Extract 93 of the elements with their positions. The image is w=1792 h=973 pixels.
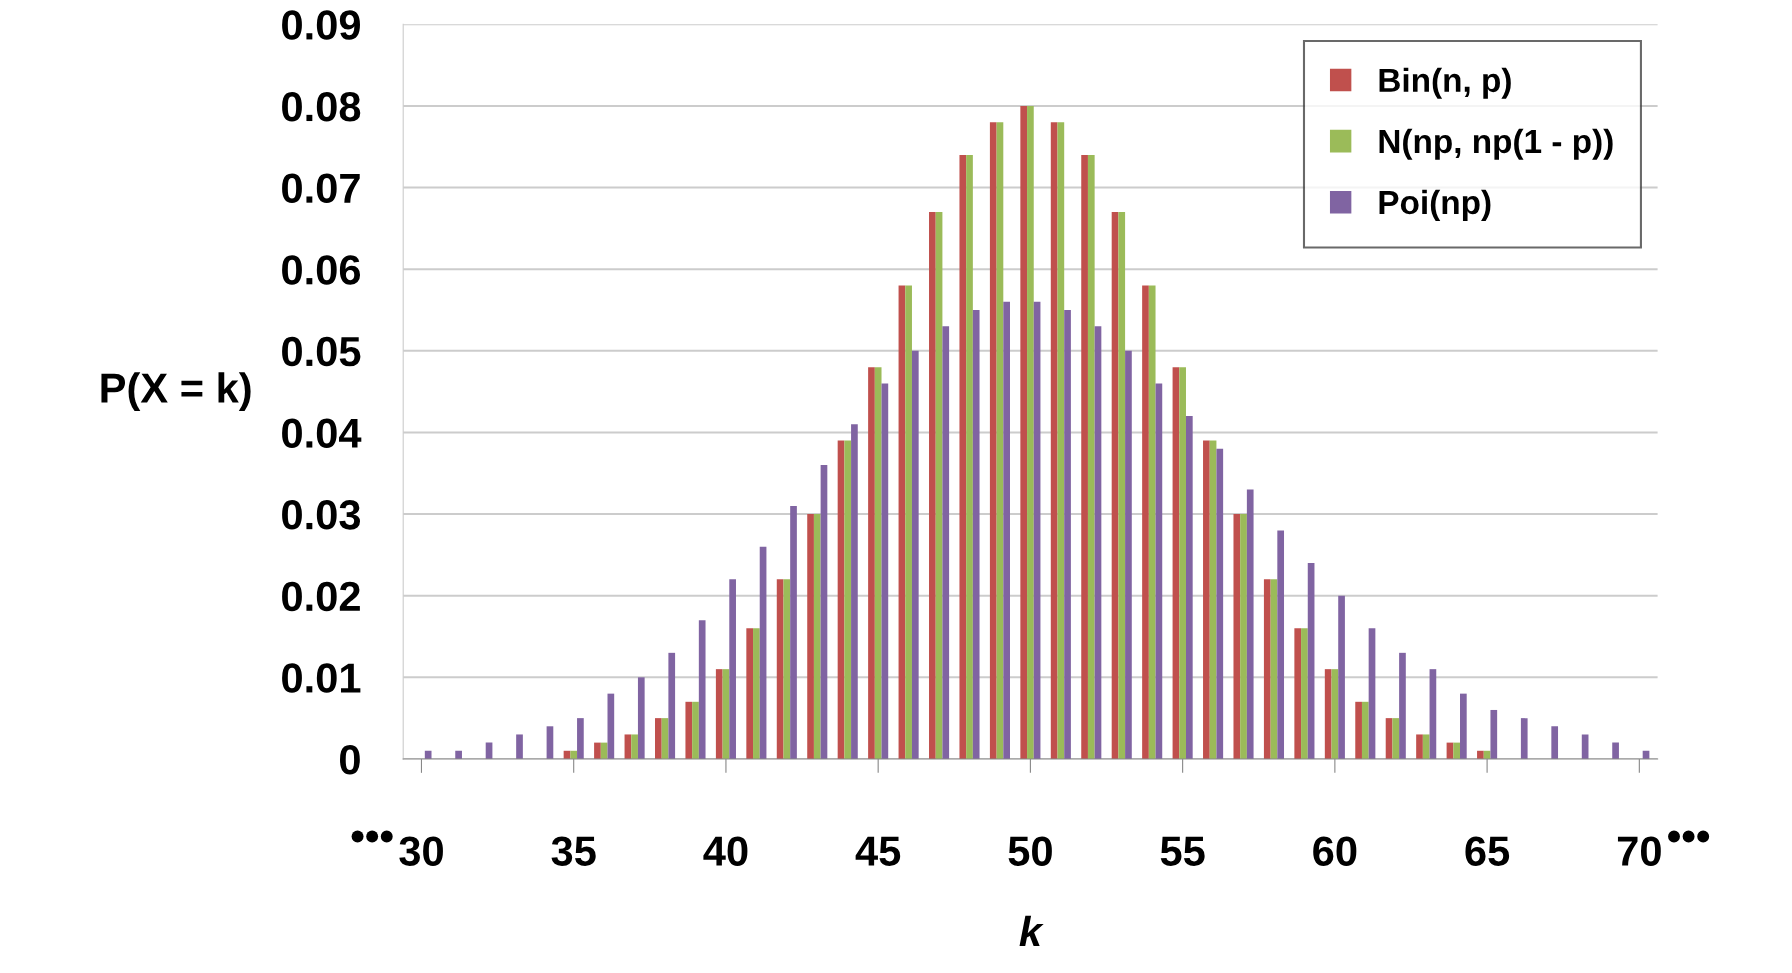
bar: [1003, 301, 1010, 759]
bar: [698, 620, 706, 759]
bar: [1118, 212, 1126, 759]
x-tick-label: 40: [703, 836, 748, 866]
bar: [851, 424, 858, 759]
bar: [1453, 742, 1460, 759]
x-tick-label: 55: [1160, 836, 1205, 866]
y-tick-label: 0.04: [282, 418, 362, 448]
bar: [783, 579, 791, 759]
bar: [1338, 595, 1345, 759]
bar: [868, 367, 875, 759]
x-tick-label: 65: [1465, 836, 1510, 866]
legend-label: N(np, np(1 - p)): [1379, 128, 1613, 160]
y-tick-label: 0.08: [282, 91, 361, 122]
x-tick-label: 60: [1313, 836, 1357, 866]
legend-label: Bin(n, p): [1379, 67, 1511, 99]
bar: [1399, 652, 1406, 759]
bar: [1551, 726, 1559, 759]
bar: [942, 326, 950, 759]
x-tick-label: 30: [399, 836, 443, 866]
bar: [654, 718, 662, 759]
bar: [807, 514, 814, 759]
bar: [1216, 448, 1224, 759]
bar: [1179, 367, 1186, 759]
bar: [1294, 628, 1302, 759]
bar: [905, 285, 912, 759]
bar: [1277, 530, 1285, 759]
y-tick-label: 0.09: [282, 10, 360, 40]
bar: [1233, 514, 1241, 759]
bar: [844, 440, 852, 759]
bar: [685, 701, 693, 759]
bar: [1203, 440, 1210, 759]
bar: [1057, 122, 1065, 759]
bar: [989, 122, 997, 759]
bar: [607, 693, 615, 759]
bar: [1392, 718, 1400, 759]
bar: [959, 154, 967, 759]
bar: [929, 212, 936, 759]
bar: [790, 505, 797, 759]
bar: [594, 742, 601, 759]
bar: [1081, 154, 1088, 759]
bar: [631, 734, 638, 759]
bar: [972, 310, 980, 759]
bar: [1020, 105, 1028, 759]
bar: [1027, 105, 1034, 759]
bar: [1490, 709, 1498, 759]
bar: [1148, 285, 1156, 759]
text: •••: [1668, 830, 1710, 843]
y-tick-label: 0.02: [282, 581, 360, 612]
bar: [1125, 350, 1132, 759]
bar: [1355, 701, 1362, 759]
bar: [1416, 734, 1423, 759]
bar: [668, 652, 676, 759]
bar: [1064, 310, 1071, 759]
bar: [874, 367, 882, 759]
text: •••: [351, 830, 393, 843]
bar: [1460, 693, 1467, 759]
x-tick-label: 50: [1008, 836, 1052, 866]
bar: [1246, 489, 1254, 759]
y-tick-label: 0.05: [282, 336, 361, 367]
x-tick-label: 35: [551, 836, 596, 866]
bar: [1361, 701, 1369, 759]
bar: [1520, 718, 1528, 759]
y-axis-title: P(X = k): [101, 372, 251, 412]
y-tick-label: 0: [340, 744, 360, 775]
legend-label: Poi(np): [1379, 189, 1491, 221]
bar: [1422, 734, 1430, 759]
bar: [729, 579, 736, 759]
bar: [1324, 669, 1332, 759]
bar: [911, 350, 919, 759]
bar: [746, 628, 754, 759]
bar: [692, 701, 699, 759]
bar: [637, 677, 645, 759]
x-tick-label: 70: [1617, 836, 1661, 866]
bar: [516, 734, 523, 759]
y-tick-label: 0.06: [282, 255, 361, 285]
bar: [1263, 579, 1271, 759]
bar: [1087, 154, 1095, 759]
bar: [1301, 628, 1308, 759]
bar: [1142, 285, 1149, 759]
bar: [715, 669, 723, 759]
bar: [753, 628, 760, 759]
y-tick-label: 0.03: [282, 500, 361, 530]
x-tick-label: 45: [855, 836, 901, 866]
bar: [577, 718, 584, 759]
bar: [966, 154, 973, 759]
y-tick-label: 0.01: [282, 663, 361, 693]
bar: [1185, 416, 1193, 759]
y-tick-label: 0.07: [282, 173, 360, 204]
x-axis-title: k: [1019, 915, 1044, 947]
bar: [1612, 742, 1619, 759]
bar: [1240, 514, 1247, 759]
bar: [813, 514, 821, 759]
